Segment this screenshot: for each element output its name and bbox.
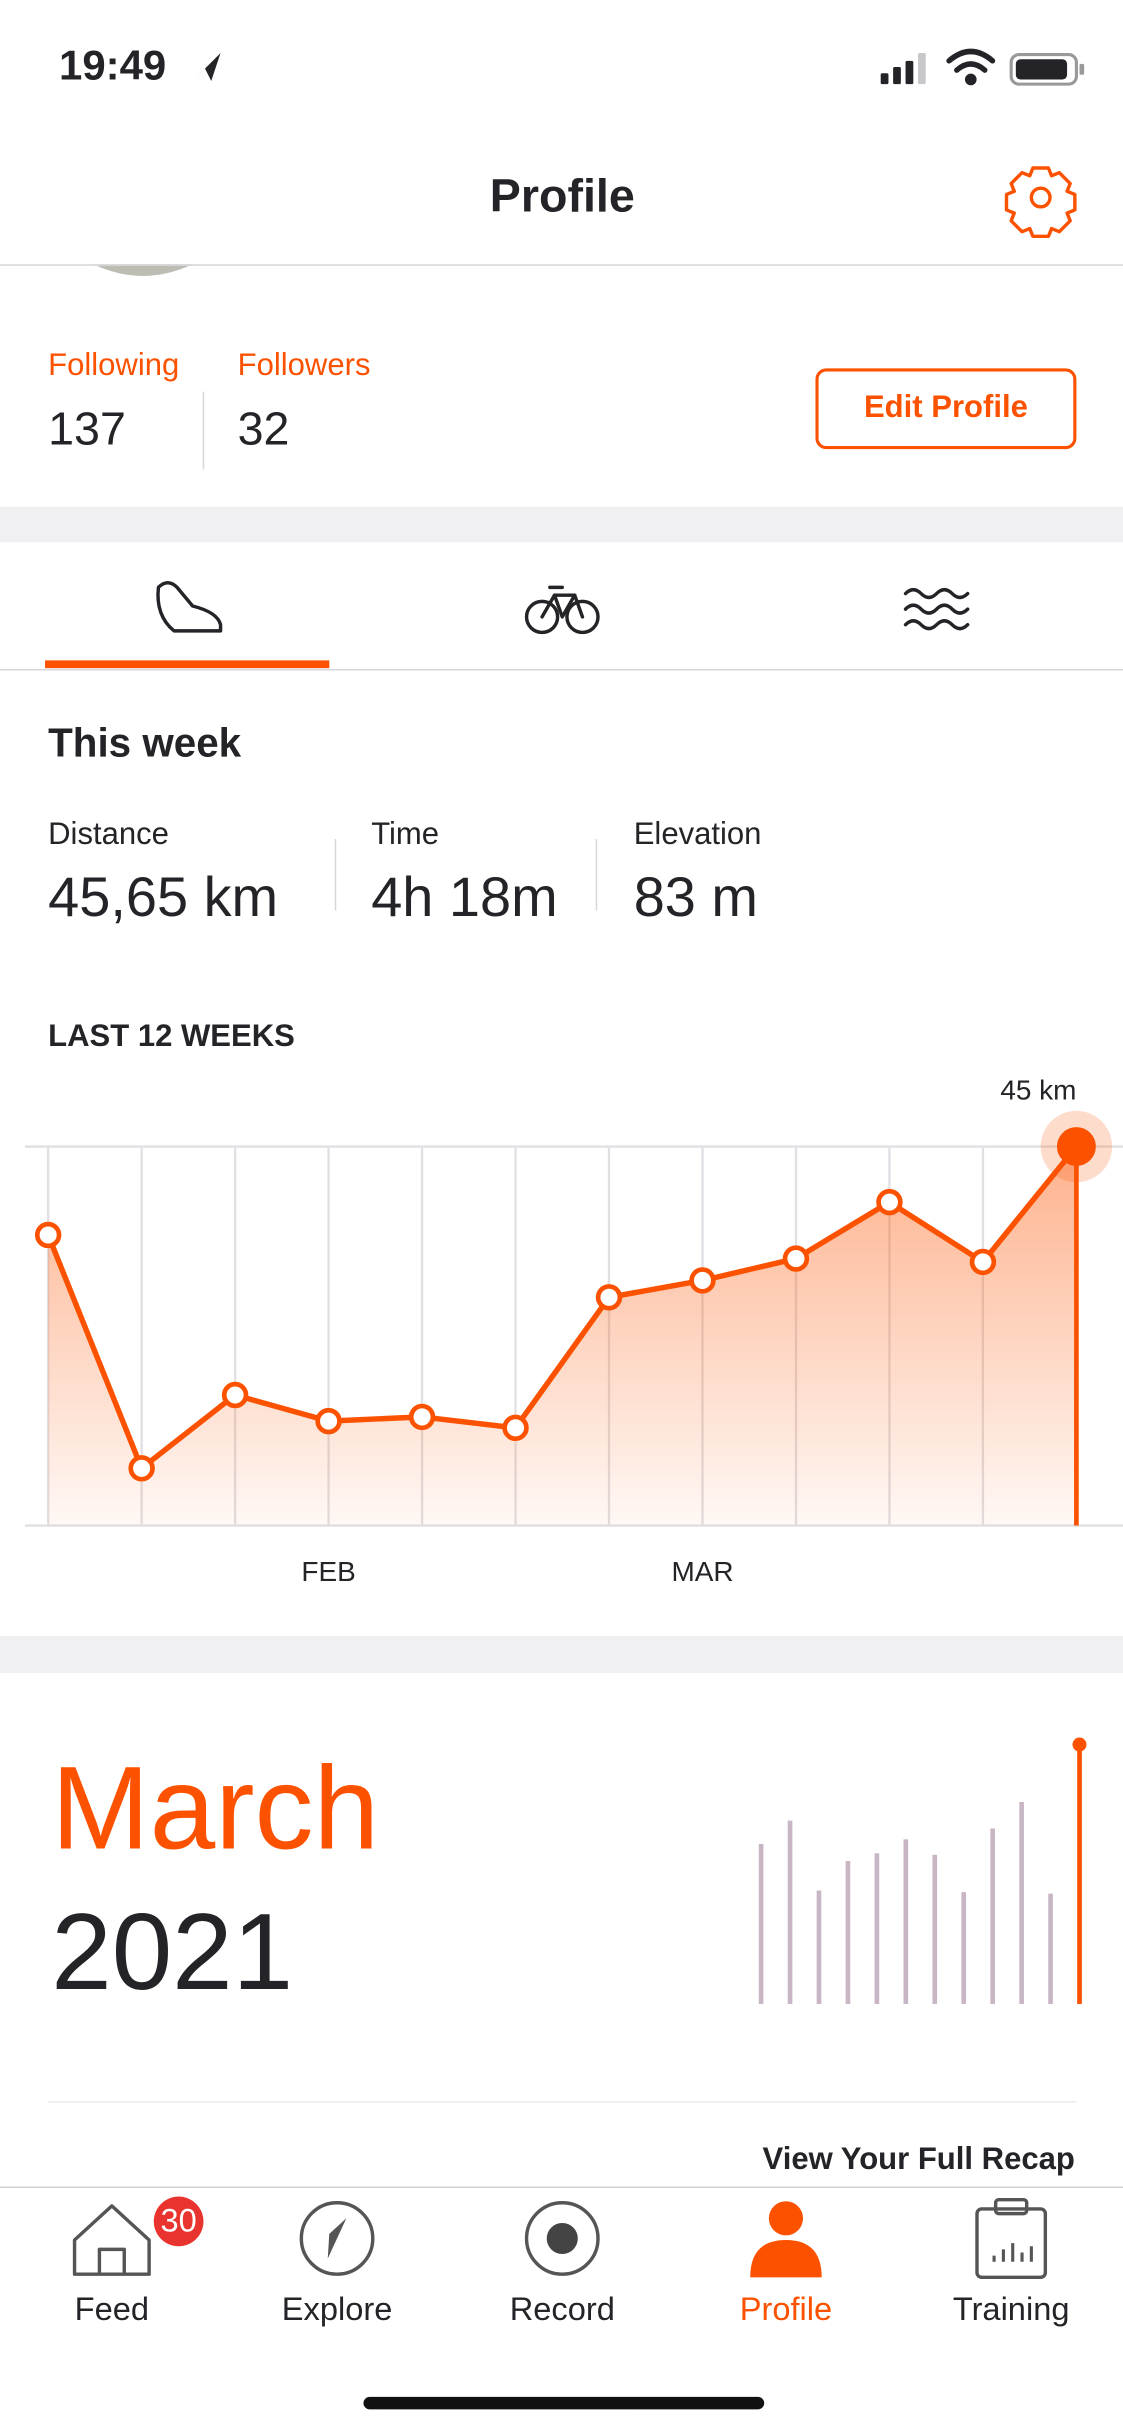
followers-label[interactable]: Followers: [238, 347, 371, 382]
line-chart: FEB MAR 45 km: [24, 1075, 1123, 1587]
following-count[interactable]: 137: [48, 402, 126, 454]
run-tab[interactable]: [156, 581, 223, 633]
section-gap: [0, 1635, 1123, 1674]
point: [408, 1403, 436, 1431]
active-tab-indicator: [45, 660, 330, 669]
bar: [874, 1853, 880, 2004]
stat-label: Elevation: [634, 816, 762, 851]
following-label[interactable]: Following: [48, 347, 179, 382]
bar: [816, 1890, 822, 2004]
recap-bar-chart: [758, 1737, 1087, 2004]
feed-tab[interactable]: 30 Feed: [72, 2196, 204, 2328]
record-tab[interactable]: Record: [510, 2201, 615, 2327]
battery-icon: [1009, 53, 1085, 86]
tab-label[interactable]: Record: [510, 2290, 615, 2327]
bar-cap: [1072, 1737, 1087, 1752]
point: [1056, 1127, 1096, 1166]
bar: [1048, 1893, 1053, 2004]
stat-value: 45,65 km: [48, 865, 278, 928]
profile-tab[interactable]: Profile: [740, 2201, 832, 2327]
stat-label: Distance: [48, 816, 169, 851]
stat-value: 4h 18m: [371, 865, 557, 928]
status-time: 19:49: [59, 42, 166, 89]
recap-month[interactable]: March: [51, 1743, 379, 1875]
location-icon: [192, 53, 221, 82]
bar: [1077, 1744, 1082, 2004]
point: [128, 1455, 155, 1482]
tab-label[interactable]: Explore: [282, 2290, 393, 2327]
tab-label[interactable]: Profile: [740, 2290, 832, 2327]
tab-label[interactable]: Training: [953, 2290, 1070, 2327]
home-indicator: [363, 2396, 765, 2410]
edit-profile-button[interactable]: [815, 368, 1077, 450]
edit-profile-text[interactable]: Edit Profile: [864, 389, 1028, 424]
chart-title: LAST 12 WEEKS: [48, 1018, 295, 1053]
badge-count: 30: [160, 2202, 196, 2239]
stat-value: 83 m: [634, 865, 758, 928]
point: [595, 1284, 623, 1311]
ride-tab[interactable]: [524, 585, 600, 635]
point: [689, 1267, 716, 1294]
value-label: 45 km: [1000, 1075, 1076, 1106]
x-tick-label: MAR: [671, 1556, 733, 1587]
bar: [961, 1892, 967, 2004]
point: [315, 1407, 342, 1435]
bar: [845, 1861, 851, 2004]
area: [48, 1146, 1077, 1526]
bar: [990, 1828, 995, 2004]
stat-label: Time: [371, 816, 439, 851]
week-title: This week: [48, 719, 242, 765]
tab-label[interactable]: Feed: [75, 2290, 149, 2327]
section-gap: [0, 506, 1123, 543]
point: [502, 1414, 529, 1442]
badge: [153, 2196, 204, 2247]
point: [876, 1188, 903, 1216]
bar: [903, 1839, 909, 2004]
line: [45, 1144, 1079, 1471]
recap-year[interactable]: 2021: [51, 1892, 293, 2013]
x-tick-label: FEB: [301, 1556, 355, 1587]
recap-link[interactable]: View Your Full Recap: [763, 2141, 1075, 2176]
bar: [932, 1854, 938, 2004]
bar: [758, 1843, 764, 2004]
signal-icon: [880, 53, 926, 85]
point: [782, 1245, 810, 1272]
wifi-icon: [946, 48, 996, 86]
point: [969, 1248, 997, 1276]
bar: [1019, 1802, 1024, 2004]
settings-button[interactable]: [1004, 166, 1077, 239]
point: [34, 1221, 62, 1249]
explore-tab[interactable]: Explore: [282, 2201, 393, 2327]
followers-count[interactable]: 32: [238, 402, 290, 454]
training-tab[interactable]: Training: [953, 2197, 1070, 2327]
avatar[interactable]: [93, 264, 193, 276]
swim-tab[interactable]: [903, 588, 970, 631]
header-title: Profile: [490, 169, 635, 221]
bar: [787, 1820, 793, 2004]
point: [221, 1381, 249, 1409]
